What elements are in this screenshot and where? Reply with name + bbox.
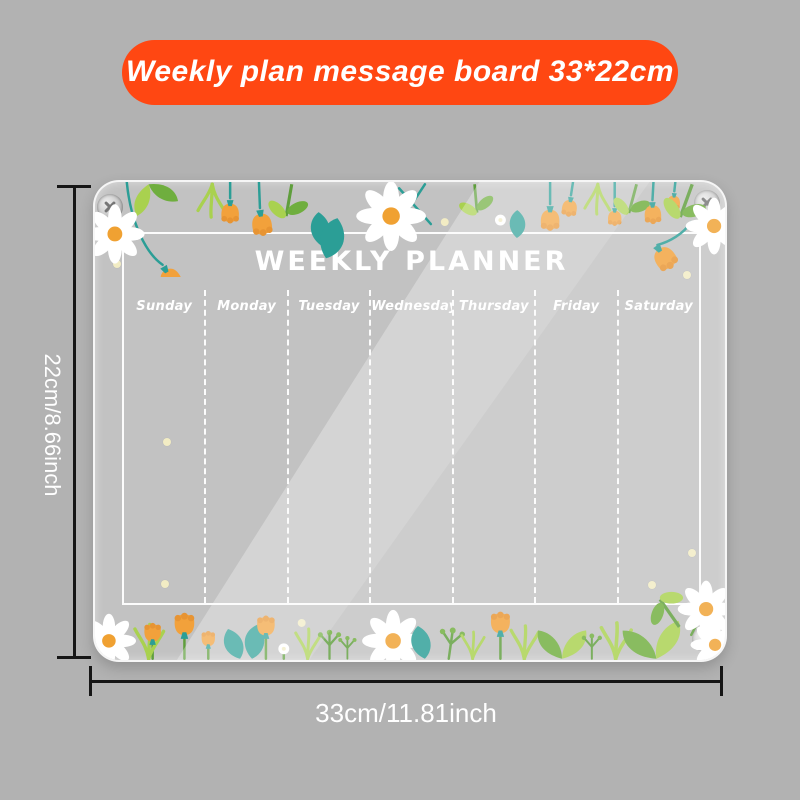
teal-leaf-icon bbox=[220, 626, 248, 660]
tulip-icon bbox=[144, 622, 161, 645]
width-dimension-label: 33cm/11.81inch bbox=[315, 698, 497, 728]
day-column-sunday: Sunday bbox=[124, 290, 204, 603]
day-column-friday: Friday bbox=[534, 290, 616, 603]
dimension-cap bbox=[89, 666, 92, 696]
grass-icon bbox=[599, 621, 633, 660]
decor-dot bbox=[648, 581, 656, 589]
tulip-icon bbox=[201, 630, 215, 649]
day-column-monday: Monday bbox=[204, 290, 286, 603]
teal-leaf-icon bbox=[240, 622, 269, 660]
tulip-icon bbox=[540, 206, 560, 231]
decor-dot bbox=[297, 618, 306, 627]
tulip-icon bbox=[644, 201, 662, 225]
leaf-icon bbox=[606, 182, 658, 226]
width-dimension-line bbox=[90, 680, 722, 683]
dimension-cap bbox=[720, 666, 723, 696]
planner-title: WEEKLY PLANNER bbox=[254, 246, 569, 277]
decor-dot bbox=[163, 438, 171, 446]
tulip-icon bbox=[490, 611, 510, 637]
leaf-icon bbox=[537, 630, 587, 659]
teal-leaf-icon bbox=[409, 624, 433, 660]
decor-dot bbox=[113, 260, 121, 268]
day-label: Thursday bbox=[458, 299, 529, 314]
decor-dot bbox=[161, 580, 169, 588]
day-label: Tuesday bbox=[298, 299, 360, 314]
tulip-icon bbox=[560, 196, 579, 218]
day-label: Wednesday bbox=[371, 299, 452, 314]
leaf-icon bbox=[261, 182, 316, 228]
day-label: Saturday bbox=[624, 299, 694, 314]
tulip-icon bbox=[607, 208, 622, 226]
leaf-icon bbox=[453, 182, 499, 221]
day-label: Monday bbox=[217, 299, 277, 314]
day-column-thursday: Thursday bbox=[451, 290, 534, 603]
day-column-tuesday: Tuesday bbox=[286, 290, 369, 603]
leaf-icon bbox=[622, 620, 685, 660]
corner-screw-top-right-icon bbox=[694, 190, 720, 216]
tulip-icon bbox=[666, 192, 681, 211]
tulip-icon bbox=[174, 612, 195, 639]
sprout-icon bbox=[316, 628, 343, 660]
corner-screw-top-left-icon bbox=[97, 194, 123, 220]
day-columns: Sunday Monday Tuesday Wednesday Thursday Frid… bbox=[124, 290, 699, 603]
day-column-saturday: Saturday bbox=[616, 290, 699, 603]
leaf-icon bbox=[127, 182, 179, 217]
grass-icon bbox=[460, 630, 486, 660]
dimension-cap bbox=[57, 185, 91, 188]
bud-icon bbox=[278, 643, 290, 655]
decor-dot bbox=[688, 549, 696, 557]
sprout-icon bbox=[580, 632, 603, 660]
grass-icon bbox=[509, 624, 541, 660]
height-dimension-label: 22cm/8.66inch bbox=[40, 353, 65, 497]
planner-grid: WEEKLY PLANNER Sunday Monday Tuesday Wednes… bbox=[122, 232, 701, 605]
dimension-cap bbox=[57, 656, 91, 659]
tulip-icon bbox=[257, 615, 275, 639]
tulip-icon bbox=[221, 200, 239, 224]
sprout-icon bbox=[337, 635, 358, 660]
grass-icon bbox=[294, 627, 323, 660]
corner-screw-bottom-left-icon bbox=[97, 624, 123, 650]
product-title-text: Weekly plan message board 33*22cm bbox=[126, 54, 674, 88]
product-title-banner: Weekly plan message board 33*22cm bbox=[122, 40, 678, 105]
day-column-wednesday: Wednesday bbox=[369, 290, 452, 603]
height-dimension-line bbox=[73, 186, 76, 658]
acrylic-board: WEEKLY PLANNER Sunday Monday Tuesday Wednes… bbox=[93, 180, 727, 662]
day-label: Sunday bbox=[136, 299, 193, 314]
sprout-icon bbox=[434, 624, 467, 660]
decor-dot bbox=[440, 218, 449, 227]
day-label: Friday bbox=[553, 299, 600, 314]
bud-icon bbox=[494, 214, 506, 226]
grass-icon bbox=[583, 182, 612, 216]
grass-icon bbox=[133, 622, 166, 660]
daisy-icon bbox=[362, 609, 425, 660]
corner-screw-bottom-right-icon bbox=[692, 626, 718, 652]
decor-dot bbox=[683, 271, 691, 279]
grass-icon bbox=[196, 182, 228, 219]
